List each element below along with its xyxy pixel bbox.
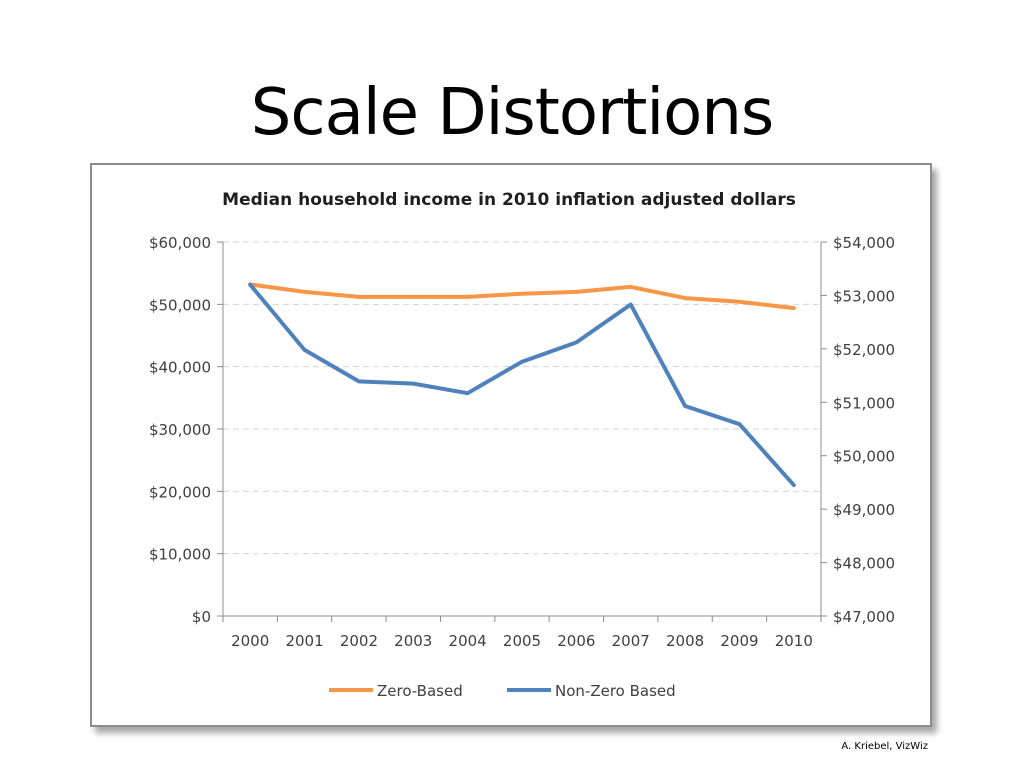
x-axis-ticks: 2000 2001 2002 2003 2004 2005 2006 2007 2008 2009… bbox=[231, 632, 813, 650]
right-tick-label: $53,000 bbox=[833, 287, 895, 305]
right-tick-label: $49,000 bbox=[833, 501, 895, 519]
left-tick-label: $10,000 bbox=[149, 546, 211, 564]
x-tick-label: 2001 bbox=[285, 632, 323, 650]
gridlines bbox=[223, 241, 821, 555]
left-tick-label: $20,000 bbox=[149, 483, 211, 501]
chart-svg: Median household income in 2010 inflatio… bbox=[149, 190, 895, 700]
right-tick-label: $51,000 bbox=[833, 394, 895, 412]
right-tick-label: $47,000 bbox=[833, 608, 895, 626]
right-tick-label: $54,000 bbox=[833, 234, 895, 252]
right-tick-label: $52,000 bbox=[833, 341, 895, 359]
x-tick-label: 2002 bbox=[340, 632, 378, 650]
legend: Zero-Based Non-Zero Based bbox=[329, 682, 676, 700]
x-tick-label: 2004 bbox=[449, 632, 487, 650]
x-tick-label: 2008 bbox=[666, 632, 704, 650]
chart-frame: Median household income in 2010 inflatio… bbox=[90, 163, 932, 727]
x-tick-label: 2006 bbox=[557, 632, 595, 650]
chart-title: Median household income in 2010 inflatio… bbox=[222, 190, 796, 210]
axes bbox=[217, 241, 827, 622]
left-tick-label: $30,000 bbox=[149, 421, 211, 439]
x-tick-label: 2007 bbox=[612, 632, 650, 650]
slide-title: Scale Distortions bbox=[250, 76, 774, 150]
right-tick-label: $50,000 bbox=[833, 448, 895, 466]
credit-text: A. Kriebel, VizWiz bbox=[841, 741, 928, 752]
legend-label: Non-Zero Based bbox=[555, 682, 676, 700]
x-tick-label: 2010 bbox=[775, 632, 813, 650]
right-tick-label: $48,000 bbox=[833, 555, 895, 573]
series-line-zero-based bbox=[248, 282, 796, 311]
legend-label: Zero-Based bbox=[377, 682, 463, 700]
x-tick-label: 2005 bbox=[503, 632, 541, 650]
left-axis-ticks: $0 $10,000 $20,000 $30,000 $40,000 $50,000 $60… bbox=[149, 234, 211, 626]
x-tick-label: 2000 bbox=[231, 632, 269, 650]
series-line-non-zero-based bbox=[248, 282, 796, 488]
x-tick-label: 2003 bbox=[394, 632, 432, 650]
right-axis-ticks: $47,000 $48,000 $49,000 $50,000 $51,000 $52,0… bbox=[833, 234, 895, 626]
left-tick-label: $60,000 bbox=[149, 234, 211, 252]
left-tick-label: $40,000 bbox=[149, 359, 211, 377]
x-tick-label: 2009 bbox=[720, 632, 758, 650]
series-lines bbox=[248, 282, 796, 488]
left-tick-label: $50,000 bbox=[149, 296, 211, 314]
left-tick-label: $0 bbox=[192, 608, 211, 626]
